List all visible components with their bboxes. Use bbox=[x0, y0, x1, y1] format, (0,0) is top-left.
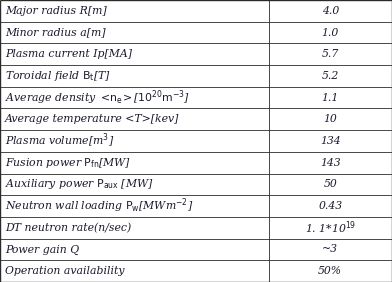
Text: 1.1: 1.1 bbox=[321, 92, 339, 103]
Text: Neutron wall loading $\mathrm{P}_\mathrm{w}$[MWm$^{-2}$]: Neutron wall loading $\mathrm{P}_\mathrm… bbox=[5, 197, 193, 215]
Text: Plasma volume[m$^3$]: Plasma volume[m$^3$] bbox=[5, 132, 114, 150]
Text: 10: 10 bbox=[323, 114, 337, 124]
Text: DT neutron rate(n/sec): DT neutron rate(n/sec) bbox=[5, 222, 131, 233]
Text: 1. 1*10$^{19}$: 1. 1*10$^{19}$ bbox=[305, 219, 356, 236]
Text: ~3: ~3 bbox=[322, 244, 338, 254]
Text: 134: 134 bbox=[320, 136, 341, 146]
Text: Fusion power $\mathrm{P}_\mathrm{fn}$[MW]: Fusion power $\mathrm{P}_\mathrm{fn}$[MW… bbox=[5, 156, 131, 170]
Text: 0.43: 0.43 bbox=[318, 201, 342, 211]
Text: Major radius R[m]: Major radius R[m] bbox=[5, 6, 107, 16]
Text: 143: 143 bbox=[320, 158, 341, 168]
Text: 5.7: 5.7 bbox=[321, 49, 339, 59]
Text: Minor radius a[m]: Minor radius a[m] bbox=[5, 28, 105, 38]
Text: 1.0: 1.0 bbox=[321, 28, 339, 38]
Text: Average density $<\!\mathrm{n}_\mathrm{e}\!>$[$10^{20}\mathrm{m}^{-3}$]: Average density $<\!\mathrm{n}_\mathrm{e… bbox=[5, 88, 190, 107]
Text: Auxiliary power $\mathrm{P}_\mathrm{aux}$ [MW]: Auxiliary power $\mathrm{P}_\mathrm{aux}… bbox=[5, 177, 153, 191]
Text: Operation availability: Operation availability bbox=[5, 266, 124, 276]
Text: 50%: 50% bbox=[318, 266, 342, 276]
Text: 5.2: 5.2 bbox=[321, 71, 339, 81]
Text: Average temperature <T>[kev]: Average temperature <T>[kev] bbox=[5, 114, 179, 124]
Text: Plasma current Ip[MA]: Plasma current Ip[MA] bbox=[5, 49, 132, 59]
Text: 50: 50 bbox=[323, 179, 337, 190]
Text: Power gain Q: Power gain Q bbox=[5, 244, 79, 255]
Text: Toroidal field $\mathrm{B}_\mathrm{t}$[T]: Toroidal field $\mathrm{B}_\mathrm{t}$[T… bbox=[5, 69, 111, 83]
Text: 4.0: 4.0 bbox=[321, 6, 339, 16]
